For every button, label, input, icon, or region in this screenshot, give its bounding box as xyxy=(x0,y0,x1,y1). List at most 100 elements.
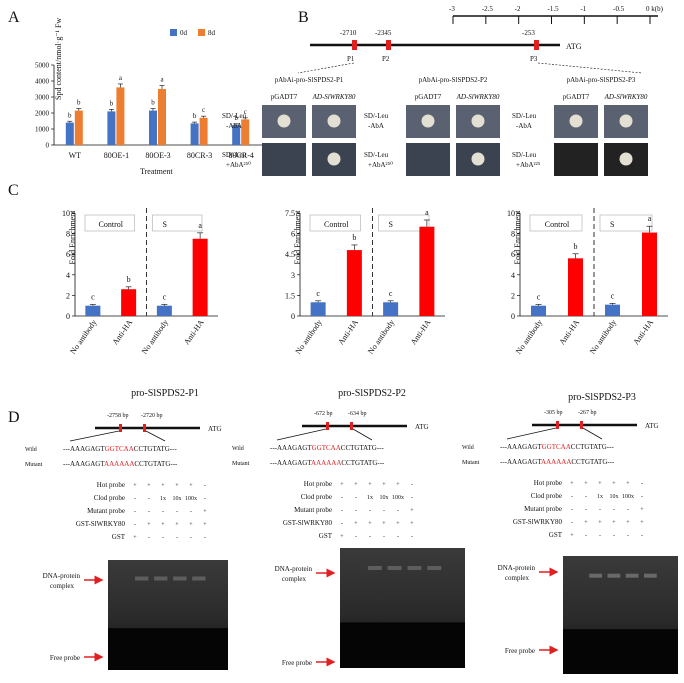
lane-sign: + xyxy=(570,481,574,487)
lane-sign: - xyxy=(411,482,413,488)
c-bar-2 xyxy=(383,302,399,316)
media-bot-1: SD/-Leu xyxy=(222,151,247,159)
row-label-0: Hot probe xyxy=(534,479,562,487)
media-top-2: -AbA xyxy=(368,122,384,130)
lane-sign: + xyxy=(340,482,344,488)
lane-sign: + xyxy=(354,482,358,488)
emsa-site xyxy=(143,424,146,432)
c-ylabel: Fold Enrichment xyxy=(513,210,522,265)
c-group-box xyxy=(152,214,203,232)
lane-sign: - xyxy=(599,507,601,513)
wild-seq: ---AAAGAGTGGTCAACCTGTATG--- xyxy=(500,443,614,451)
c-ylabel: Fold Enrichment xyxy=(68,210,77,265)
emsa-bp-1: -305 bp xyxy=(544,410,563,416)
lane-sign: 100x xyxy=(392,495,404,501)
c-ytick-label: 10 xyxy=(507,209,515,218)
yeast-colony xyxy=(619,114,633,128)
lane-sign: - xyxy=(613,507,615,513)
emsa-bp-1: -2758 bp xyxy=(107,413,129,419)
c-letter: c xyxy=(91,292,95,301)
lane-sign: 1x xyxy=(367,495,373,501)
c-ytick-label: 0 xyxy=(511,312,515,321)
a-letter: b xyxy=(193,112,197,120)
lane-sign: - xyxy=(571,520,573,526)
c-category-2: No antibody xyxy=(140,318,170,356)
yeast-colony xyxy=(471,114,485,128)
yeast-colony xyxy=(327,152,341,166)
y1h-group-3: pAbAi-pro-SlSPDS2-P3 pGADT7 AD-SlWRKY80 xyxy=(554,76,648,176)
row-label-3: GST-SlWRKY80 xyxy=(513,518,563,526)
lane-sign: + xyxy=(189,483,193,489)
lane-sign: - xyxy=(148,496,150,502)
lane-sign: + xyxy=(147,522,151,528)
a-letter: b xyxy=(68,111,72,119)
emsa-title: pro-SlSPDS2-P1 xyxy=(131,388,199,399)
row-label-4: GST xyxy=(549,531,563,539)
mutant-seq: ---AAAGAGTAAAAAACCTGTATG--- xyxy=(63,460,178,468)
lane-sign: + xyxy=(640,520,644,526)
c-ylabel: Fold Enrichment xyxy=(293,210,302,265)
lane-sign: 1x xyxy=(597,494,603,500)
row-label-2: Mutant probe xyxy=(87,507,125,515)
a-letter: c xyxy=(202,106,205,114)
emsa-1: pro-SlSPDS2-P1 -2758 bp -2720 bp ATG Wild Mut… xyxy=(25,388,228,670)
c-ytick-label: 4 xyxy=(66,271,70,280)
c-letter: c xyxy=(389,289,393,298)
c-bar-0 xyxy=(531,305,546,316)
c-category-2: No antibody xyxy=(588,318,618,356)
c-letter: c xyxy=(316,289,320,298)
panel-d-label: D xyxy=(8,409,20,426)
c-group-s: S xyxy=(389,220,393,229)
lane-sign: + xyxy=(626,481,630,487)
lane-sign: + xyxy=(584,520,588,526)
a-letter: b xyxy=(110,99,114,107)
a-bar-0d-3 xyxy=(190,123,199,145)
site-label-p2: P2 xyxy=(382,55,390,63)
panel-a-xlabel: Treatment xyxy=(140,167,173,176)
c-letter: a xyxy=(198,221,202,230)
c-group-box xyxy=(378,214,430,232)
row-label-2: Mutant probe xyxy=(524,505,562,513)
label-free-probe: Free probe xyxy=(282,659,312,667)
construct-title: pAbAi-pro-SlSPDS2-P2 xyxy=(419,76,488,84)
panel-a-categories: WT 80OE-1 80OE-3 80CR-3 80CR-4 xyxy=(69,151,254,160)
lane-sign: - xyxy=(599,533,601,539)
lane-sign: + xyxy=(396,482,400,488)
site-p3 xyxy=(534,40,539,50)
plate xyxy=(262,143,306,176)
lane-sign: + xyxy=(598,481,602,487)
col-ad-wrky80: AD-SlWRKY80 xyxy=(456,93,500,101)
plate xyxy=(554,143,598,176)
media-bot-2: +AbA²⁵⁰ xyxy=(368,161,393,169)
lane-sign: 100x xyxy=(185,496,197,502)
media-top-1: SD/-Leu xyxy=(364,112,389,120)
col-pgadt7: pGADT7 xyxy=(563,93,590,101)
shift-band xyxy=(427,566,442,570)
shift-band xyxy=(607,573,621,578)
c-category-3: Anti-HA xyxy=(631,318,655,347)
row-label-0: Hot probe xyxy=(304,480,332,488)
a-letter: b xyxy=(234,114,238,122)
lane-sign: - xyxy=(190,509,192,515)
c-bar-3 xyxy=(192,238,208,316)
plate xyxy=(406,143,450,176)
lane-sign: + xyxy=(147,483,151,489)
site-label-p1: P1 xyxy=(347,55,355,63)
c-ytick-label: 2 xyxy=(66,291,70,300)
label-dna-protein: DNA-protein xyxy=(275,565,313,573)
shift-band xyxy=(589,573,603,578)
lane-sign: + xyxy=(368,521,372,527)
mutant-label: Mutant xyxy=(462,460,480,466)
lane-sign: + xyxy=(396,521,400,527)
media-bot-2: +AbA²²⁵ xyxy=(516,161,541,169)
row-label-0: Hot probe xyxy=(97,481,125,489)
c-ytick-label: 4 xyxy=(511,271,515,280)
lane-sign: + xyxy=(626,520,630,526)
shift-band xyxy=(387,566,402,570)
c-ytick-label: 6 xyxy=(291,230,295,239)
lane-sign: - xyxy=(383,508,385,514)
a-letter: c xyxy=(244,108,247,116)
lane-sign: - xyxy=(355,508,357,514)
c-bar-1 xyxy=(121,289,137,316)
c-group-s: S xyxy=(610,220,614,229)
